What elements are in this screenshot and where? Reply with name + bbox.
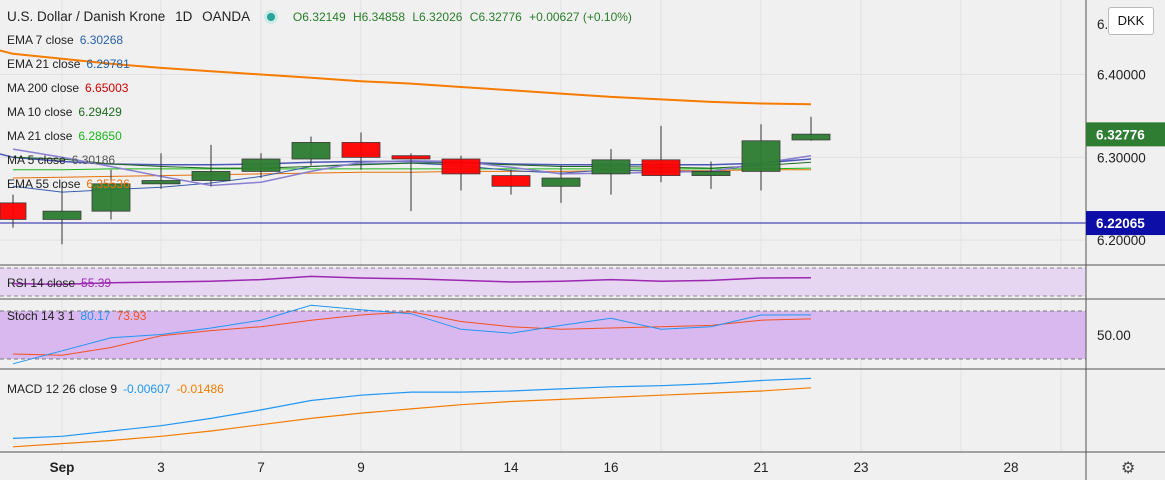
price-tick-label: 6.20000: [1097, 233, 1146, 248]
high-value: H6.34858: [352, 10, 406, 24]
candle-body: [42, 210, 82, 220]
time-tick-label: 16: [603, 460, 618, 475]
candle-body: [691, 171, 731, 176]
time-tick-label: Sep: [50, 460, 75, 475]
rsi-pane: [0, 267, 1086, 297]
time-tick-label: 3: [157, 460, 165, 475]
time-tick-label: 23: [853, 460, 868, 475]
time-tick-label: 14: [503, 460, 519, 475]
macd-pane: [12, 377, 812, 448]
grid: [0, 0, 1086, 452]
candle-body: [491, 175, 531, 187]
rsi-line: [12, 275, 812, 286]
stoch-k-line: [12, 304, 812, 365]
ma21-line: [13, 167, 812, 171]
stoch-pane: [0, 304, 1086, 365]
candle-body: [591, 159, 631, 175]
settings-gear-icon[interactable]: ⚙: [1121, 460, 1136, 477]
legend-ma10[interactable]: MA 10 close 6.29429: [7, 105, 122, 119]
candle-body: [291, 142, 331, 160]
time-tick-label: 28: [1003, 460, 1018, 475]
open-value: O6.32149: [292, 10, 346, 24]
market-status-icon: [267, 13, 276, 22]
candle-body: [641, 159, 681, 176]
hline-price-label: 6.22065: [1096, 216, 1145, 231]
hline-price-tag: [1086, 211, 1165, 236]
symbol-header: U.S. Dollar / Danish Krone 1D OANDA O6.3…: [7, 9, 632, 24]
candle-body: [341, 142, 381, 158]
currency-button[interactable]: DKK: [1108, 7, 1154, 35]
price-tick-label: 6.40000: [1097, 68, 1146, 83]
stoch-d-line: [12, 311, 812, 356]
symbol-name: U.S. Dollar / Danish Krone: [7, 9, 166, 24]
legend-ema55[interactable]: EMA 55 close 6.35536: [7, 177, 130, 191]
legend-ma200[interactable]: MA 200 close 6.65003: [7, 81, 129, 95]
stoch-level-label: 50.00: [1097, 328, 1131, 343]
candle-body: [541, 177, 581, 187]
macd-line: [12, 377, 812, 439]
legend-ma5[interactable]: MA 5 close 6.30186: [7, 153, 116, 167]
legend-ema21[interactable]: EMA 21 close 6.29781: [7, 57, 130, 71]
price-pane: [0, 49, 1086, 245]
interval-label[interactable]: 1D: [175, 9, 193, 24]
source-label: OANDA: [202, 9, 250, 24]
price-tick-label: 6.30000: [1097, 150, 1146, 165]
stoch-band: [0, 311, 1086, 359]
close-value: C6.32776: [469, 10, 522, 24]
legend-macd[interactable]: MACD 12 26 close 9 -0.00607 -0.01486: [7, 382, 224, 396]
candle-body: [791, 133, 831, 141]
time-tick-label: 7: [257, 460, 265, 475]
candle-body: [741, 140, 781, 172]
candle-body: [91, 183, 131, 212]
change-value: +0.00627 (+0.10%): [529, 10, 632, 24]
legend-rsi[interactable]: RSI 14 close 55.39: [7, 276, 112, 290]
legend-ma21[interactable]: MA 21 close 6.28650: [7, 129, 122, 143]
low-value: L6.32026: [412, 10, 463, 24]
candle-body: [241, 158, 281, 172]
legend-stoch[interactable]: Stoch 14 3 1 80.17 73.93: [7, 309, 147, 323]
ma200-line: [0, 49, 812, 106]
legend-ema7[interactable]: EMA 7 close 6.30268: [7, 33, 124, 47]
time-tick-label: 9: [357, 460, 365, 475]
last-price-label: 6.32776: [1096, 127, 1145, 142]
time-tick-label: 21: [753, 460, 768, 475]
ohlc-readout: O6.32149 H6.34858 L6.32026 C6.32776 +0.0…: [293, 10, 632, 24]
macd-signal-line: [12, 387, 812, 448]
candle-body: [391, 155, 431, 160]
candle-body: [0, 202, 27, 220]
last-price-tag: [1086, 122, 1165, 147]
candle-body: [191, 171, 231, 181]
candle-body: [441, 158, 481, 175]
candle-body: [141, 180, 181, 185]
